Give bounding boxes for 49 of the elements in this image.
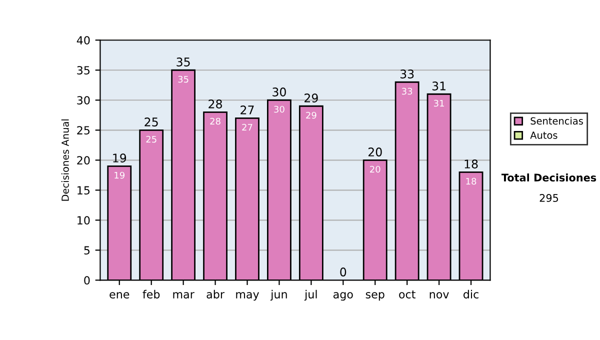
y-axis-title: Decisiones Anual [61,119,69,201]
x-tick-label: abr [206,290,224,298]
total-label: 28 [208,100,222,108]
x-tick-label: oct [399,290,416,298]
x-tick-label: feb [142,290,160,298]
x-tick-label: sep [366,292,384,301]
y-tick-label: 0 [84,276,90,285]
total-label: 31 [432,82,446,90]
data-label: 29 [306,112,316,119]
data-label: 31 [434,100,444,107]
x-tick-label: mar [173,292,194,298]
total-label: 18 [464,160,478,168]
total-label: 20 [368,148,382,156]
y-tick-label: 15 [78,186,90,195]
total-label: 29 [304,94,318,102]
x-tick-label: nov [430,292,449,298]
data-label: 35 [178,76,188,83]
x-tick-label: jun [270,290,287,301]
legend-label: Sentencias [530,117,583,125]
data-label: 30 [274,106,284,113]
data-label: 33 [402,88,412,95]
y-tick-label: 40 [76,36,90,44]
y-tick-label: 35 [77,66,90,75]
data-label: 25 [146,136,156,143]
y-tick-label: 10 [78,216,90,225]
data-label: 19 [114,172,124,179]
total-label: 19 [113,154,126,162]
data-label: 27 [242,124,252,131]
text: Total Decisiones [501,173,596,182]
x-tick-label: ene [110,292,130,298]
data-label: 20 [370,166,380,173]
x-tick-label: dic [464,290,478,298]
total-label: 25 [144,118,158,126]
total-label: 30 [272,88,286,96]
y-tick-label: 25 [77,126,90,135]
data-label: 28 [210,118,220,125]
text: 295 [540,194,558,202]
x-tick-label: ago [333,292,353,301]
legend-label: Autos [530,132,558,139]
y-tick-label: 30 [77,96,90,105]
y-tick-label: 5 [84,246,90,255]
data-label: 18 [466,178,476,185]
x-tick-label: jul [304,290,317,301]
total-label: 27 [240,106,254,114]
total-label: 0 [340,268,346,276]
total-label: 35 [176,58,190,66]
total-label: 33 [400,70,414,78]
y-tick-label: 20 [77,156,90,165]
x-tick-label: may [236,292,260,301]
